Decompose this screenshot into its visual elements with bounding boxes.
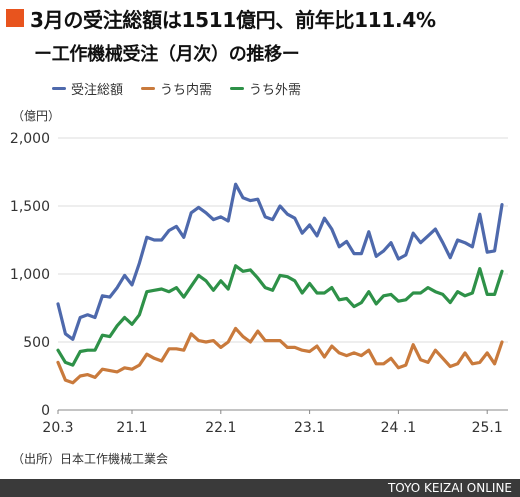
- x-tick-label: 21.1: [116, 420, 147, 436]
- legend-item-domestic: うち内需: [141, 79, 212, 98]
- y-tick-label: 500: [23, 335, 50, 351]
- legend-item-overseas: うち外需: [230, 79, 301, 98]
- x-tick-label: 25.1: [472, 420, 503, 436]
- x-tick-label: 20.3: [42, 420, 73, 436]
- footer-bar: TOYO KEIZAI ONLINE: [0, 479, 520, 497]
- legend-swatch-overseas: [230, 87, 245, 90]
- series-line-total: [56, 182, 504, 341]
- y-tick-label: 0: [41, 403, 50, 419]
- legend-item-total: 受注総額: [52, 79, 123, 98]
- legend-label-total: 受注総額: [71, 83, 124, 98]
- x-tick-label: 22.1: [205, 420, 236, 436]
- chart-subtitle: ー工作機械受注（月次）の推移ー: [34, 44, 300, 65]
- brand-label: TOYO KEIZAI ONLINE: [387, 481, 512, 495]
- series-line-overseas: [56, 264, 504, 367]
- source-note: （出所）日本工作機械工業会: [12, 452, 169, 466]
- y-tick-label: 1,000: [10, 267, 50, 283]
- legend-swatch-domestic: [141, 87, 156, 90]
- title-marker: [6, 9, 24, 27]
- title-row: 3月の受注総額は1511億円、前年比111.4%: [6, 6, 436, 32]
- legend: 受注総額 うち内需 うち外需: [52, 79, 319, 98]
- legend-label-overseas: うち外需: [249, 83, 302, 98]
- x-tick-label: 23.1: [294, 420, 325, 436]
- chart-title: 3月の受注総額は1511億円、前年比111.4%: [30, 7, 436, 32]
- legend-label-domestic: うち内需: [160, 83, 213, 98]
- legend-swatch-total: [52, 87, 66, 90]
- series-line-domestic: [56, 326, 504, 385]
- y-tick-label: 2,000: [10, 131, 50, 147]
- x-tick-label: 24 .1: [381, 420, 417, 436]
- y-axis-unit: （億円）: [12, 109, 61, 123]
- y-tick-label: 1,500: [10, 199, 50, 215]
